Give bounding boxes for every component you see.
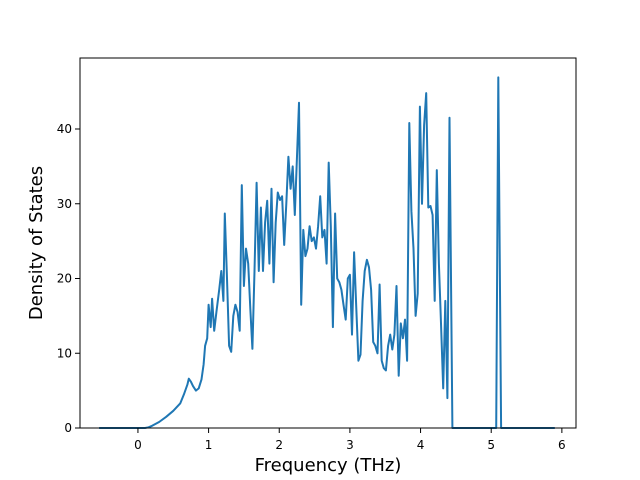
series-line-0: [99, 76, 555, 429]
axes-frame: [79, 57, 577, 429]
x-tick-label: 5: [487, 438, 495, 452]
y-tick-label: 40: [57, 122, 72, 136]
y-axis-label: Density of States: [26, 166, 47, 320]
x-tick-label: 1: [205, 438, 213, 452]
x-tick-label: 0: [134, 438, 142, 452]
y-axis-ticks: 0 10 20 30 40: [57, 122, 80, 435]
x-tick-label: 3: [346, 438, 354, 452]
plot-area: [99, 76, 555, 429]
y-tick-label: 0: [64, 421, 72, 435]
y-tick-label: 10: [57, 346, 72, 360]
x-tick-label: 2: [275, 438, 283, 452]
x-tick-label: 6: [558, 438, 566, 452]
x-axis-ticks: 0 1 2 3 4 5 6: [134, 428, 566, 452]
x-axis-label: Frequency (THz): [255, 455, 402, 476]
y-tick-label: 20: [57, 272, 72, 286]
x-tick-label: 4: [417, 438, 425, 452]
y-tick-label: 30: [57, 197, 72, 211]
